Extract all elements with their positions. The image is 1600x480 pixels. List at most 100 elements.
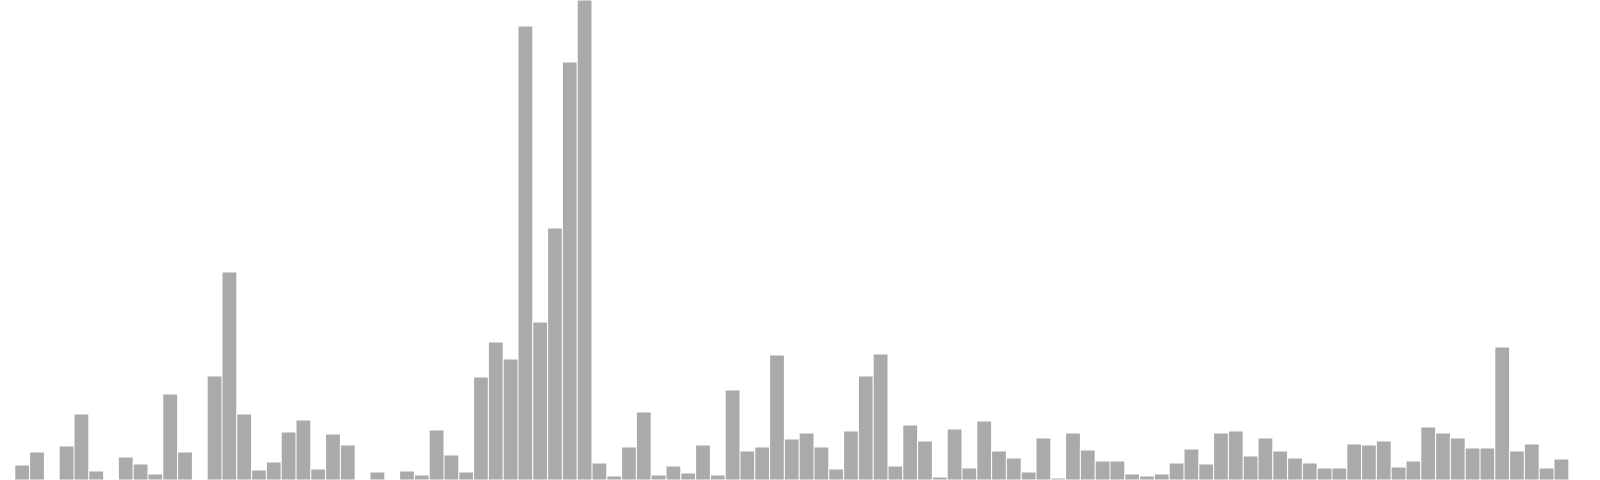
- bar-51: [739, 450, 756, 480]
- bar-103: [1509, 450, 1525, 480]
- bar-34: [487, 341, 504, 480]
- bar-16: [221, 271, 238, 480]
- bar-84: [1227, 430, 1244, 480]
- bar-47: [680, 472, 697, 480]
- bar-36: [517, 25, 534, 480]
- bar-106: [1553, 458, 1570, 480]
- bar-23: [325, 433, 341, 480]
- bar-63: [917, 440, 933, 480]
- bar-71: [1035, 437, 1052, 480]
- bar-24: [339, 444, 356, 480]
- bar-30: [428, 429, 445, 480]
- bar-9: [117, 456, 134, 480]
- bar-76: [1109, 460, 1126, 480]
- bar-31: [443, 454, 460, 480]
- bar-87: [1272, 450, 1289, 480]
- bar-88: [1287, 457, 1303, 480]
- bar-49: [709, 474, 726, 480]
- bar-91: [1331, 467, 1348, 480]
- bar-11: [147, 473, 164, 480]
- bar-65: [946, 428, 963, 480]
- bar-69: [1005, 457, 1022, 480]
- bar-82: [1198, 463, 1215, 480]
- bar-75: [1094, 460, 1111, 480]
- bar-85: [1242, 455, 1259, 480]
- bar-35: [502, 358, 519, 480]
- bar-32: [458, 471, 475, 480]
- bar-58: [843, 430, 859, 480]
- bar-21: [295, 419, 312, 480]
- bar-5: [58, 445, 75, 480]
- bar-70: [1020, 471, 1037, 480]
- bar-56: [813, 446, 830, 480]
- bar-90: [1316, 467, 1333, 480]
- bar-104: [1523, 443, 1540, 480]
- bar-67: [976, 420, 993, 480]
- bar-18: [251, 469, 267, 480]
- bar-42: [606, 475, 623, 480]
- bar-74: [1079, 449, 1096, 480]
- bar-series: [14, 0, 1570, 480]
- bar-29: [413, 474, 430, 480]
- bar-7: [88, 470, 105, 480]
- bar-26: [369, 471, 386, 480]
- bar-17: [236, 413, 253, 480]
- bar-44: [635, 411, 652, 480]
- bar-52: [754, 446, 771, 480]
- bar-13: [177, 451, 193, 480]
- bar-98: [1435, 432, 1451, 480]
- bar-2: [14, 464, 31, 480]
- bar-66: [961, 467, 978, 480]
- bar-92: [1346, 443, 1363, 480]
- bar-79: [1153, 473, 1170, 480]
- bar-33: [473, 376, 489, 480]
- bar-94: [1375, 440, 1392, 480]
- bar-3: [29, 451, 45, 480]
- bar-89: [1301, 462, 1318, 480]
- bar-41: [591, 462, 608, 480]
- bar-45: [650, 474, 667, 480]
- bar-96: [1405, 460, 1422, 480]
- bar-102: [1494, 346, 1511, 480]
- bar-80: [1168, 462, 1185, 480]
- bar-19: [265, 461, 282, 480]
- bar-54: [783, 438, 800, 480]
- bar-59: [857, 375, 874, 480]
- bar-86: [1257, 437, 1274, 480]
- bar-100: [1464, 447, 1481, 480]
- bar-81: [1183, 448, 1200, 480]
- bar-77: [1124, 473, 1141, 480]
- bar-10: [132, 463, 149, 480]
- bar-99: [1449, 437, 1466, 480]
- bar-105: [1538, 467, 1555, 480]
- bar-53: [769, 354, 785, 480]
- bar-43: [621, 446, 637, 480]
- bar-15: [206, 375, 223, 480]
- bar-61: [887, 465, 904, 480]
- bar-38: [547, 227, 563, 480]
- bar-37: [532, 321, 549, 480]
- bar-12: [162, 393, 179, 480]
- bar-78: [1139, 475, 1155, 480]
- bar-46: [665, 465, 682, 480]
- bar-28: [399, 470, 415, 480]
- bar-48: [695, 444, 711, 480]
- bar-62: [902, 424, 919, 480]
- bar-55: [798, 432, 815, 480]
- bar-50: [724, 389, 741, 480]
- bar-95: [1390, 466, 1407, 480]
- bar-39: [561, 61, 578, 480]
- bar-6: [73, 413, 90, 480]
- bar-73: [1065, 432, 1081, 480]
- bar-40: [576, 0, 593, 480]
- bar-97: [1420, 426, 1437, 480]
- bar-93: [1361, 444, 1377, 480]
- bar-22: [310, 468, 327, 480]
- bar-57: [828, 468, 845, 480]
- bar-20: [280, 431, 297, 480]
- bar-60: [872, 353, 889, 480]
- bar-68: [991, 450, 1007, 480]
- bar-101: [1479, 447, 1496, 480]
